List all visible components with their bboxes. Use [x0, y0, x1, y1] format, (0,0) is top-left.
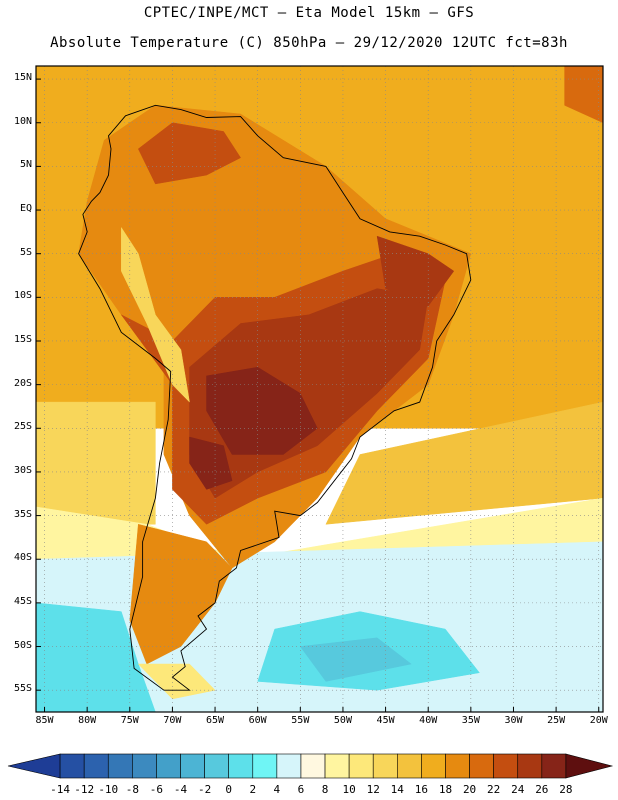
colorbar-label: 28 — [559, 783, 573, 796]
colorbar-swatch — [7, 753, 61, 779]
lat-label: 25S — [13, 421, 32, 433]
lon-label: 65W — [206, 715, 225, 726]
colorbar-swatch — [228, 753, 254, 779]
colorbar-swatch — [107, 753, 133, 779]
colorbar-swatch — [276, 753, 302, 779]
lat-label: 15S — [13, 333, 32, 345]
lon-label: 75W — [120, 715, 139, 726]
colorbar-label: -4 — [173, 783, 188, 796]
colorbar-label: 10 — [342, 783, 356, 796]
coastline — [78, 104, 472, 691]
colorbar-label: 2 — [249, 783, 257, 796]
temp-region-cold-core-sw — [36, 602, 156, 712]
lon-label: 30W — [504, 715, 523, 726]
lon-label: 35W — [461, 715, 480, 726]
colorbar — [7, 753, 614, 779]
temp-region-atlantic-south-warm — [325, 401, 603, 525]
lat-label: 10N — [13, 115, 32, 127]
temp-region-cold-core-inner — [299, 637, 412, 682]
lon-label: 25W — [547, 715, 566, 726]
lat-label: EQ — [19, 203, 32, 215]
colorbar-label: 26 — [535, 783, 549, 796]
lat-label: 15N — [13, 72, 32, 84]
colorbar-swatch — [180, 753, 205, 779]
colorbar-swatch — [83, 753, 109, 779]
colorbar-swatch — [324, 753, 350, 779]
lat-label: 40S — [13, 552, 32, 564]
colorbar-swatch — [397, 753, 422, 779]
lat-label: 5N — [19, 159, 32, 171]
lon-label: 80W — [78, 715, 97, 726]
colorbar-label: -10 — [98, 783, 119, 796]
colorbar-label: 14 — [390, 783, 404, 796]
colorbar-label: -12 — [74, 783, 95, 796]
lon-label: 50W — [333, 715, 352, 726]
colorbar-swatch — [204, 753, 229, 779]
colorbar-label: 4 — [273, 783, 281, 796]
temp-region-cordoba-core — [189, 436, 233, 490]
colorbar-swatch — [300, 753, 326, 779]
temp-region-southern-cone — [129, 523, 233, 665]
lat-label: 10S — [13, 290, 32, 302]
lat-label: 55S — [13, 683, 32, 695]
colorbar-swatch — [252, 753, 278, 779]
colorbar-label: -8 — [125, 783, 139, 796]
colorbar-label: -2 — [197, 783, 212, 796]
chart-subtitle: Absolute Temperature (C) 850hPa — 29/12/… — [50, 35, 568, 51]
graticule — [36, 66, 603, 712]
colorbar-label: 12 — [366, 783, 380, 796]
temp-region-chaco-core — [206, 366, 318, 455]
colorbar-swatch — [348, 753, 374, 779]
colorbar-label: 24 — [511, 783, 525, 796]
colorbar-label: 8 — [321, 783, 329, 796]
colorbar-swatch — [445, 753, 470, 779]
lat-label: 20S — [13, 377, 32, 389]
colorbar-swatch — [469, 753, 494, 779]
lat-label: 50S — [13, 639, 32, 651]
colorbar-label: 18 — [438, 783, 453, 796]
colorbar-label: -14 — [50, 783, 71, 796]
lat-label: 30S — [13, 464, 32, 476]
temp-region-caribbean-warm — [564, 66, 603, 123]
colorbar-label: 0 — [225, 783, 232, 796]
colorbar-swatch — [59, 753, 85, 779]
colorbar-swatch — [565, 753, 614, 779]
axis-ticks — [36, 78, 600, 712]
colorbar-label: -6 — [149, 783, 164, 796]
lon-label: 85W — [35, 715, 54, 726]
colorbar-label: 22 — [487, 783, 501, 796]
coastline-path — [78, 104, 472, 691]
lon-label: 70W — [163, 715, 182, 726]
colorbar-swatch — [493, 753, 519, 779]
lat-label: 5S — [19, 246, 32, 258]
lat-label: 45S — [13, 595, 32, 607]
lon-label: 55W — [291, 715, 310, 726]
colorbar-swatch — [132, 753, 157, 779]
lon-label: 60W — [248, 715, 267, 726]
lon-label: 20W — [589, 715, 608, 726]
temperature-field — [36, 66, 603, 712]
colorbar-swatch — [156, 753, 181, 779]
chart-title: CPTEC/INPE/MCT — Eta Model 15km — GFS — [143, 5, 475, 21]
colorbar-swatch — [372, 753, 398, 779]
lat-label: 35S — [13, 508, 32, 520]
colorbar-swatch — [421, 753, 446, 779]
colorbar-label: 16 — [414, 783, 429, 796]
temp-region-pacific-south — [36, 401, 156, 525]
colorbar-swatch — [541, 753, 567, 779]
colorbar-swatch — [517, 753, 543, 779]
map-frame — [35, 65, 604, 713]
colorbar-label: 6 — [297, 783, 305, 796]
lon-label: 45W — [376, 715, 395, 726]
lon-label: 40W — [419, 715, 438, 726]
colorbar-label: 20 — [462, 783, 477, 796]
